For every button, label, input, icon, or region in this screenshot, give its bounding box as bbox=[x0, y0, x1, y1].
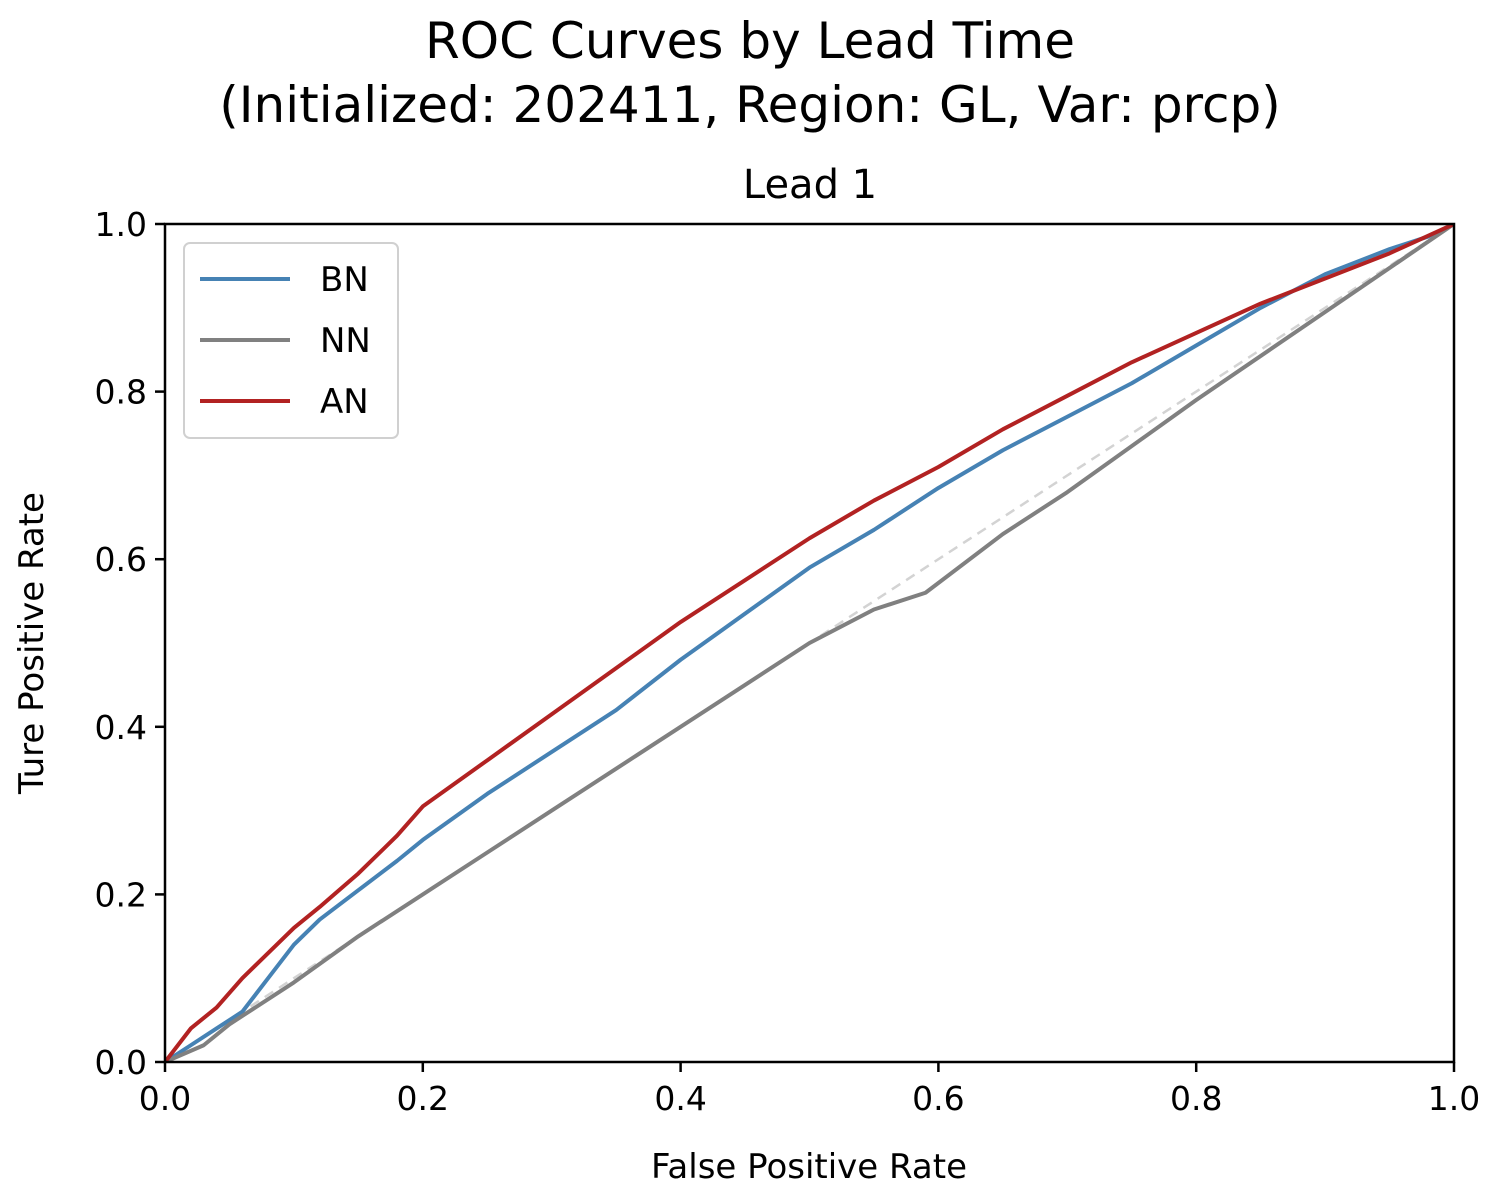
series-line-nn bbox=[165, 224, 1454, 1062]
x-axis: 0.0 0.2 0.4 0.6 0.8 1.0 bbox=[139, 1062, 1480, 1118]
y-axis: 0.0 0.2 0.4 0.6 0.8 1.0 bbox=[95, 205, 165, 1082]
x-tick-label: 0.4 bbox=[654, 1079, 706, 1118]
legend: BN NN AN bbox=[183, 242, 399, 439]
y-tick-label: 0.8 bbox=[95, 373, 147, 412]
chart-title-line-2: (Initialized: 202411, Region: GL, Var: p… bbox=[219, 76, 1281, 134]
legend-label-bn: BN bbox=[320, 260, 369, 300]
y-tick-label: 0.2 bbox=[95, 875, 147, 914]
plot-frame bbox=[163, 222, 1456, 1064]
y-tick-label: 0.4 bbox=[95, 708, 147, 747]
series-line-bn bbox=[165, 224, 1454, 1062]
chart-subtitle: Lead 1 bbox=[743, 162, 877, 208]
x-tick-label: 1.0 bbox=[1428, 1079, 1480, 1118]
x-tick-label: 0.6 bbox=[912, 1079, 964, 1118]
x-tick-label: 0.8 bbox=[1170, 1079, 1222, 1118]
y-tick-label: 0.6 bbox=[95, 540, 147, 579]
x-tick-label: 0.2 bbox=[397, 1079, 449, 1118]
series-layer bbox=[165, 224, 1454, 1062]
y-tick-label: 1.0 bbox=[95, 205, 147, 244]
chart-title-line-1: ROC Curves by Lead Time bbox=[425, 12, 1075, 70]
x-tick-label: 0.0 bbox=[139, 1079, 191, 1118]
legend-box bbox=[183, 242, 399, 439]
legend-label-nn: NN bbox=[320, 321, 371, 361]
y-tick-label: 0.0 bbox=[95, 1043, 147, 1082]
y-axis-label: Ture Positive Rate bbox=[12, 492, 52, 795]
x-axis-label: False Positive Rate bbox=[651, 1147, 967, 1187]
legend-label-an: AN bbox=[320, 382, 369, 422]
series-line-an bbox=[165, 224, 1454, 1062]
